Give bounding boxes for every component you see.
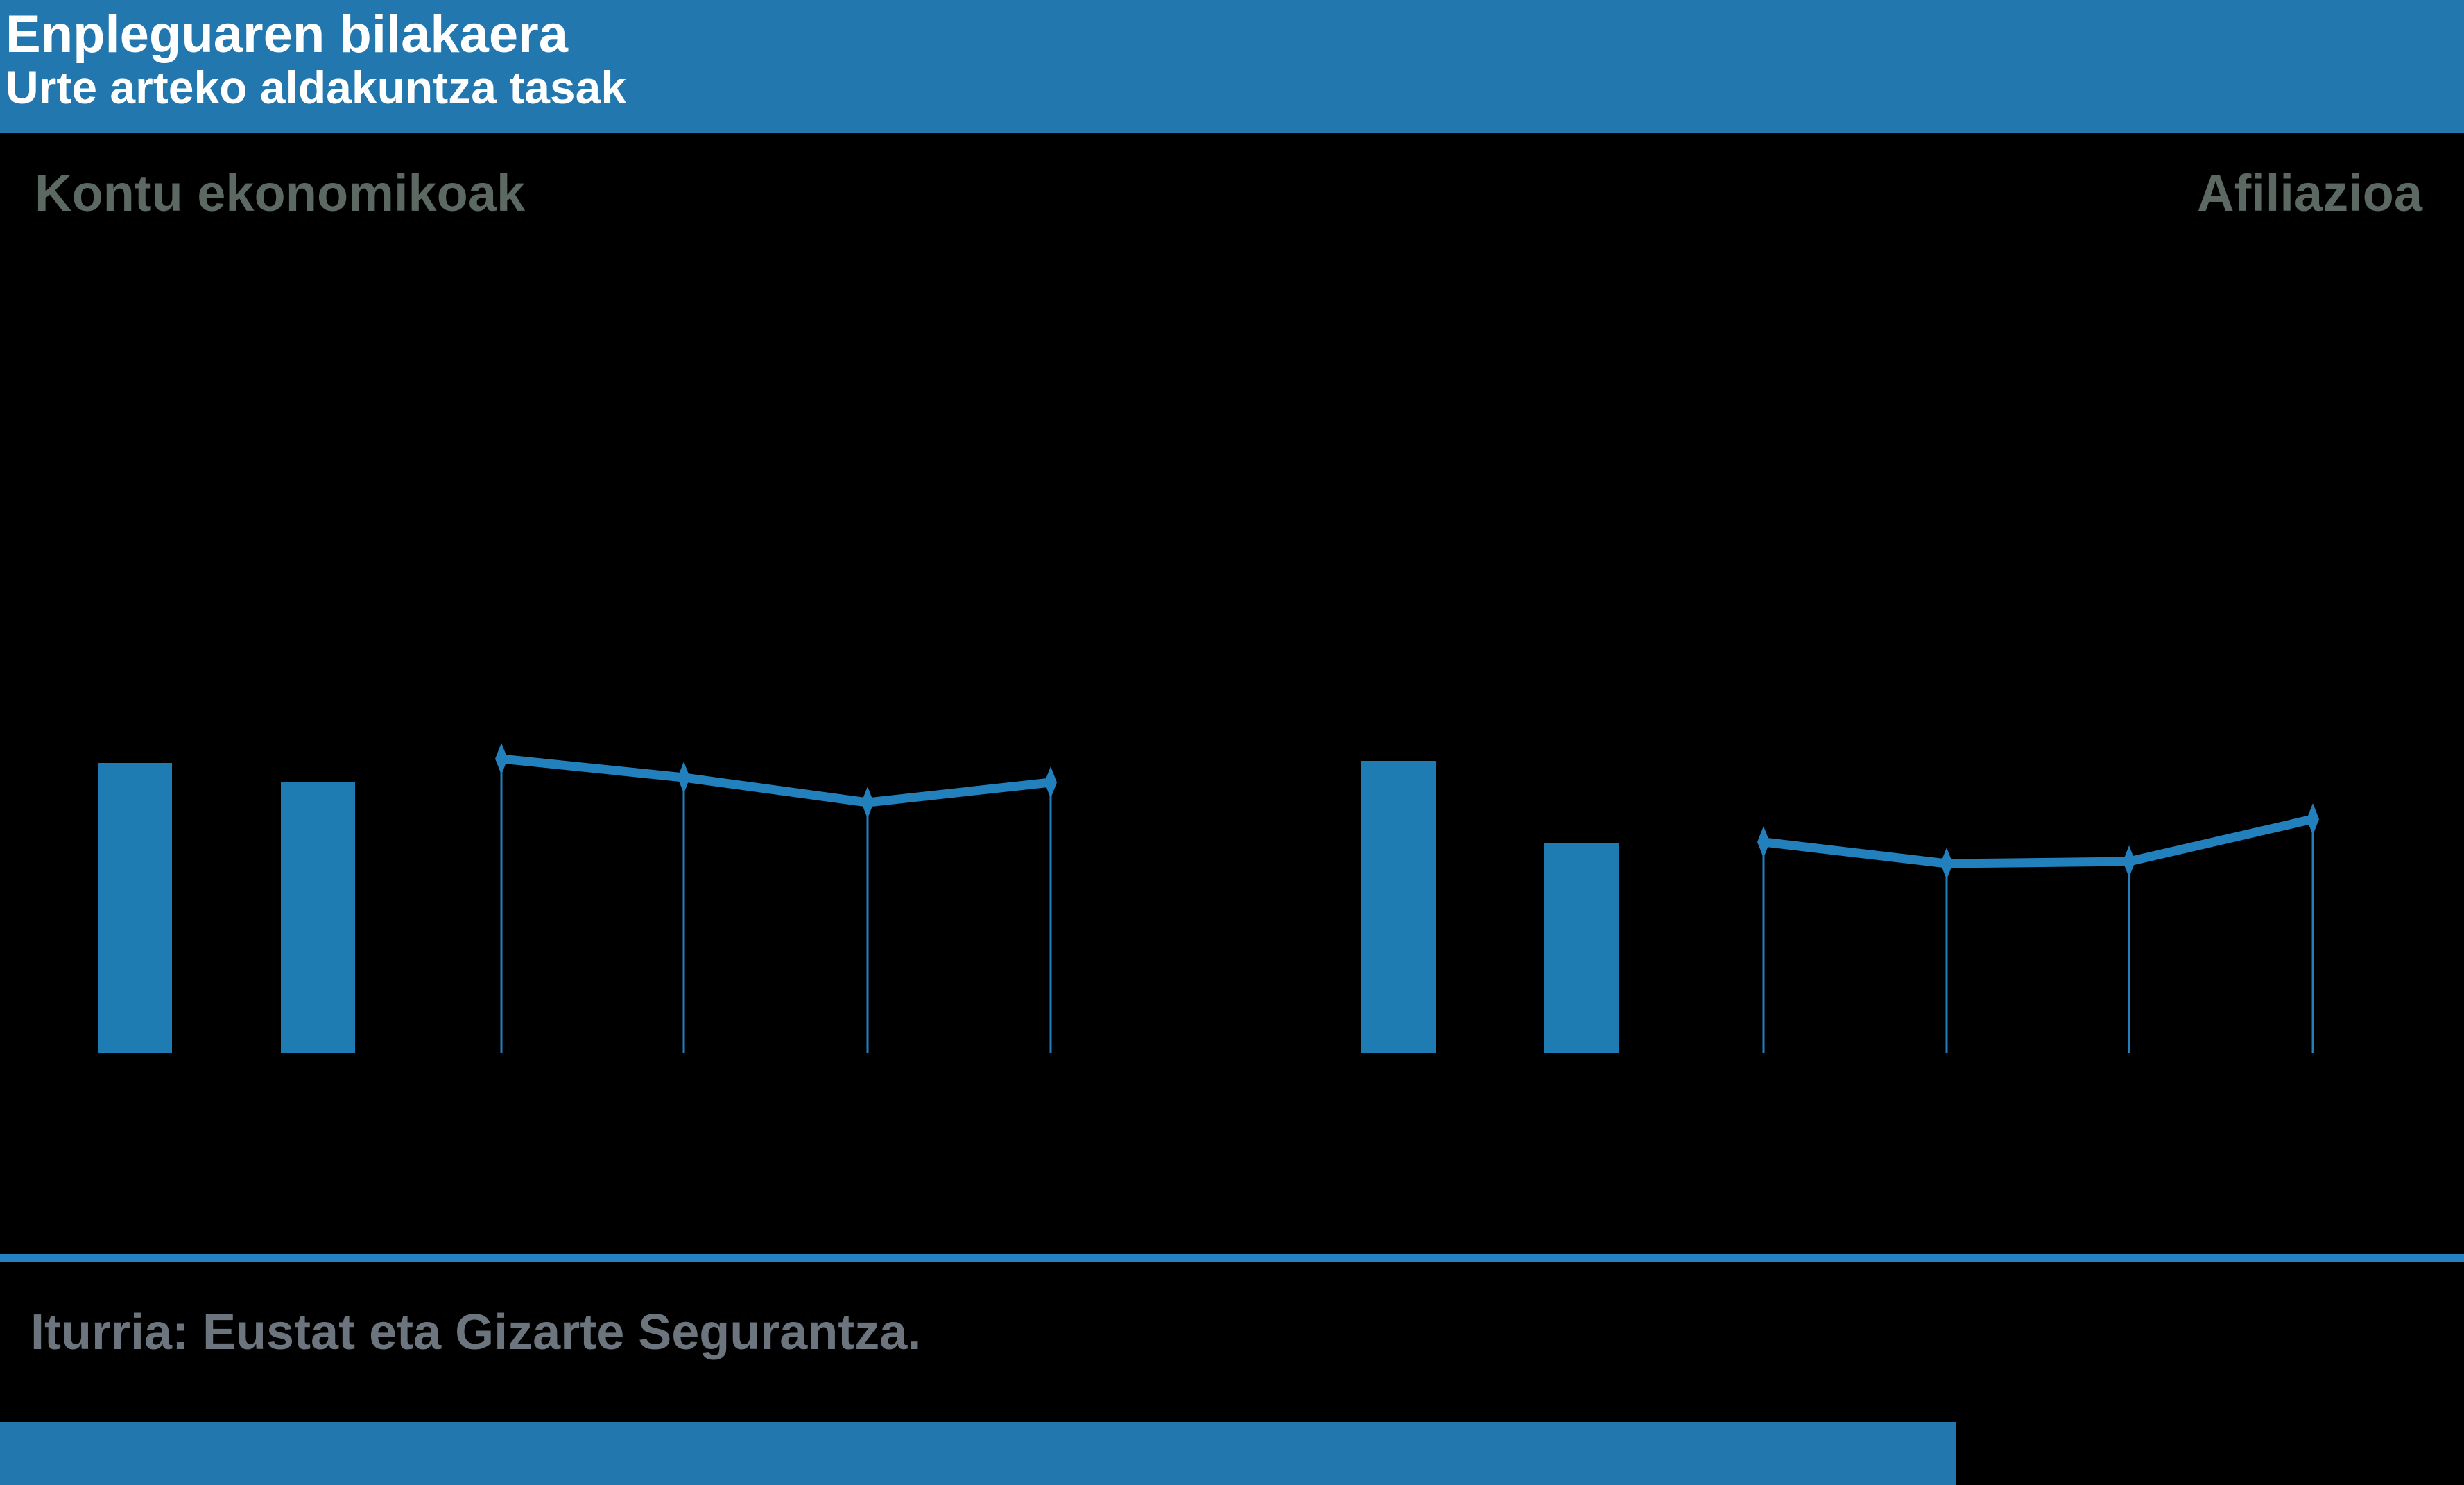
diamond-marker-icon: [2307, 803, 2319, 835]
line-series: [497, 754, 1056, 807]
section-title-kontu-ekonomikoak: Kontu ekonomikoak: [35, 164, 526, 222]
footer-divider-line: [0, 1254, 2464, 1262]
diamond-marker-icon: [1940, 848, 1953, 879]
diamond-marker-icon: [495, 743, 508, 775]
diamond-marker-icon: [2123, 845, 2135, 877]
diamond-marker-icon: [1044, 766, 1057, 798]
bar: [280, 782, 355, 1053]
page-title: Enpleguaren bilakaera: [6, 5, 568, 64]
page-subtitle: Urte arteko aldakuntza tasak: [6, 61, 627, 113]
bar: [1544, 843, 1619, 1053]
section-title-afiliazioa: Afiliazioa: [2197, 164, 2422, 222]
bar: [97, 763, 172, 1053]
diamond-marker-icon: [1757, 826, 1770, 858]
header-band: Enpleguaren bilakaera Urte arteko aldaku…: [0, 0, 2464, 133]
bottom-accent-bar: [0, 1422, 1956, 1485]
diamond-marker-icon: [861, 787, 874, 818]
bar: [1361, 761, 1436, 1053]
source-text: Iturria: Eustat eta Gizarte Segurantza.: [31, 1305, 922, 1360]
line-series: [1759, 814, 2318, 868]
diamond-marker-icon: [678, 762, 690, 793]
